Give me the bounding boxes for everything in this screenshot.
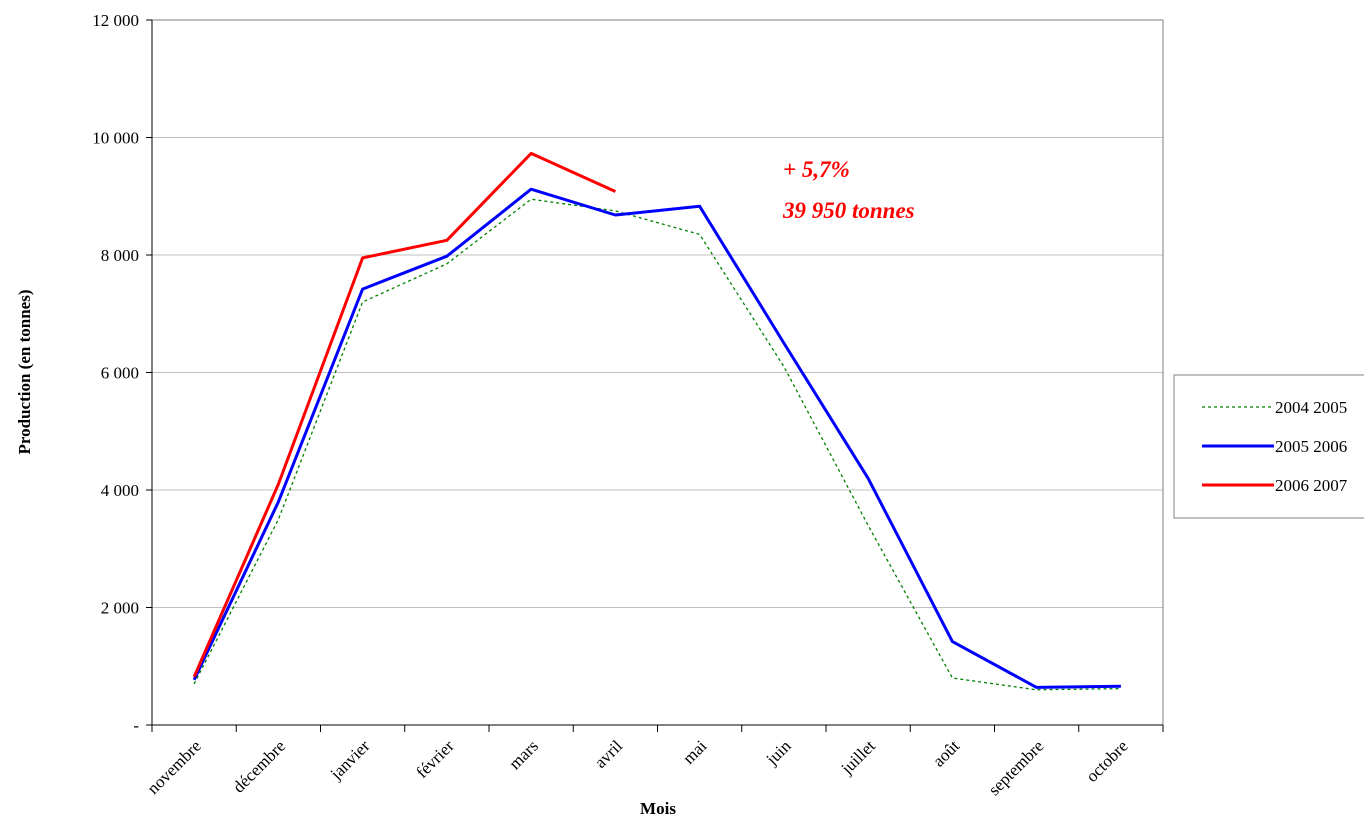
legend: 2004 2005 2005 2006 2006 2007 (1173, 374, 1364, 519)
gridlines (152, 137, 1163, 608)
series-line-2004-2005 (193, 198, 1121, 691)
y-tick-label: 8 000 (101, 246, 139, 265)
legend-label: 2005 2006 (1275, 437, 1347, 456)
x-tick-label: décembre (229, 736, 289, 796)
x-tick-label: juillet (837, 736, 879, 778)
y-tick-label: 4 000 (101, 481, 139, 500)
series-line-2006-2007 (192, 151, 617, 678)
legend-items: 2004 2005 2005 2006 2006 2007 (1202, 398, 1348, 495)
x-tick-label: mai (679, 736, 711, 768)
series-lines (192, 151, 1121, 691)
y-axis-title: Production (en tonnes) (15, 290, 34, 455)
x-tick-label: juin (762, 736, 795, 769)
y-tick-label: 2 000 (101, 599, 139, 618)
x-tick-label: avril (591, 736, 627, 772)
x-axis-title: Mois (640, 799, 676, 818)
x-axis-ticks: novembre décembre janvier février mars avril m… (143, 725, 1164, 799)
x-tick-label: novembre (143, 736, 205, 798)
legend-label: 2004 2005 (1275, 398, 1347, 417)
x-tick-label: mars (505, 736, 542, 773)
y-axis-ticks: - 2 000 4 000 6 000 8 000 10 000 12 000 (92, 11, 152, 735)
x-tick-label: août (929, 736, 963, 770)
x-tick-label: février (412, 736, 458, 782)
y-tick-label: 12 000 (92, 11, 139, 30)
y-tick-label: 6 000 (101, 364, 139, 383)
x-tick-label: janvier (326, 736, 374, 784)
annotation-percent: + 5,7% (783, 157, 850, 182)
y-tick-label: 10 000 (92, 129, 139, 148)
x-tick-label: septembre (985, 736, 1048, 799)
y-tick-label: - (133, 716, 139, 735)
x-tick-label: octobre (1082, 736, 1131, 785)
series-line-2005-2006 (192, 187, 1121, 689)
legend-label: 2006 2007 (1275, 476, 1348, 495)
annotation-tonnes: 39 950 tonnes (782, 198, 915, 223)
